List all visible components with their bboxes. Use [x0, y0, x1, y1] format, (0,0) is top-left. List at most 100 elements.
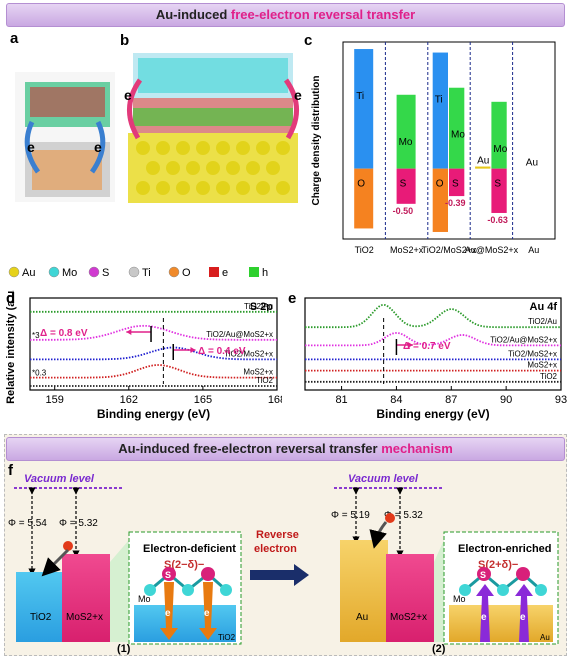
reverse-label-1: Reverse: [256, 529, 299, 541]
legend-swatch-h: [249, 267, 259, 277]
category-label-2: TiO2/MoS2+x: [422, 245, 477, 255]
series-label-2: TiO2/MoS2+x: [508, 349, 557, 358]
category-label-4: Au: [528, 245, 539, 255]
electron-dot-1: [63, 541, 73, 551]
chart-d-xlabel: Binding energy (eV): [97, 407, 210, 421]
bar-label-Mo-1: Mo: [399, 137, 413, 148]
au-block: [340, 540, 388, 642]
bar-S-2: [449, 168, 465, 197]
mo-atom-label-1: Mo: [138, 594, 151, 604]
data-label-1: -0.50: [393, 206, 414, 216]
xtick-label: 84: [390, 394, 402, 406]
arrow-b-right: [283, 78, 299, 140]
legend-label-Au: Au: [22, 267, 35, 279]
mos2-block-2: [386, 554, 434, 642]
zoom-wedge-1: [110, 540, 129, 642]
bar-Au-3: [475, 166, 491, 169]
xtick-label: 165: [194, 394, 212, 406]
xtick-label: 90: [500, 394, 512, 406]
xtick-label: 159: [46, 394, 64, 406]
series-label-3: MoS2+x: [527, 361, 557, 370]
structure-b: e e: [124, 53, 302, 203]
s-charge-2: S(2+δ)−: [478, 559, 518, 571]
s-atom-label-1: S: [165, 570, 171, 580]
e-label-b1: e: [124, 87, 132, 103]
bar-label-Ti-0: Ti: [356, 91, 364, 102]
legend-swatch-S: [88, 266, 100, 278]
mos2-block-label-1: MoS2+x: [66, 612, 103, 623]
legend-swatch-Mo: [48, 266, 60, 278]
category-label-1: MoS2+x: [390, 245, 424, 255]
chart-d-frame: [29, 297, 278, 391]
series-label-4: TiO2: [256, 376, 274, 385]
zoom-wedge-2: [434, 540, 444, 642]
legend-label-O: O: [182, 267, 191, 279]
series-label-2: TiO2/MoS2+x: [224, 349, 273, 358]
vacuum-label-2: Vacuum level: [348, 473, 419, 485]
scheme-number-2: (2): [432, 643, 446, 655]
e-arrow-1b: e: [204, 608, 210, 619]
bar-label-Mo-2: Mo: [451, 130, 465, 141]
banner-prefix: Au-induced: [155, 7, 231, 22]
electron-dot-2: [385, 513, 395, 523]
chart-d-ylabel: Relative intensity (a.u.): [5, 290, 17, 404]
chart-e-title: Au 4f: [530, 301, 558, 313]
box2-title: Electron-enriched: [458, 543, 552, 555]
category-label-3: Au@MoS2+x: [465, 245, 519, 255]
legend-label-Mo: Mo: [62, 267, 77, 279]
bar-label-Mo-3: Mo: [493, 144, 507, 155]
bar-Ti-0: [354, 49, 374, 169]
bar-label-S-3: S: [494, 179, 501, 190]
tio2-block-label: TiO2: [30, 612, 52, 623]
arrow-a-right: [89, 120, 106, 174]
e-arrow-2a: e: [481, 612, 487, 623]
chart-e-frame: [304, 297, 562, 391]
legend-label-Ti: Ti: [142, 267, 151, 279]
tio2-substrate: [134, 605, 236, 642]
legend-swatch-Au: [8, 266, 20, 278]
bar-label-Au-4: Au: [526, 158, 538, 169]
bar-label-O-0: O: [357, 179, 365, 190]
xps-s2p-chart: 159 162 165 168 Binding energy (eV) Relative …: [5, 290, 282, 421]
data-label-3: -0.63: [487, 215, 508, 225]
legend-label-e: e: [222, 267, 228, 279]
s-atom-label-2: S: [480, 570, 486, 580]
bar-O-0: [354, 168, 374, 229]
chart-d-title: S 2p: [250, 301, 274, 313]
delta-label-1: Δ = 0.4 eV: [198, 346, 246, 357]
au-substrate: [449, 605, 553, 642]
e-label-b2: e: [294, 87, 302, 103]
au-substrate-label: Au: [540, 633, 550, 642]
e-arrow-1a: e: [165, 608, 171, 619]
series-label-0: TiO2/Au: [244, 302, 273, 311]
e-label-a2: e: [94, 139, 102, 155]
phi-left-1: Φ = 5.54: [8, 518, 47, 529]
vacuum-label-1: Vacuum level: [24, 473, 95, 485]
series-2: [30, 346, 277, 361]
structure-a: e e: [15, 72, 115, 202]
mechanism-banner: Au-induced free-electron reversal transf…: [6, 437, 565, 461]
data-label-2: -0.39: [445, 198, 466, 208]
down-arrow-1b: [199, 582, 217, 640]
series-label-4: TiO2: [540, 372, 558, 381]
delta-label-0: Δ = 0.7 eV: [403, 341, 451, 352]
bar-O-2: [432, 168, 448, 232]
series-label-0: TiO2/Au: [528, 317, 557, 326]
series-1: [305, 331, 561, 347]
bar-label-S-2: S: [452, 179, 459, 190]
box1-title: Electron-deficient: [143, 543, 236, 555]
panel-label-e: e: [288, 290, 297, 307]
tio2-substrate-label: TiO2: [218, 633, 236, 642]
down-arrow-1a: [160, 582, 178, 640]
xps-au4f-chart: 81 84 87 90 93 Binding energy (eV) Au 4f TiO2/A…: [304, 297, 567, 421]
legend-swatch-Ti: [128, 266, 140, 278]
mechanism-diagram: Vacuum level Φ = 5.54 Φ = 5.32 TiO2 MoS2…: [8, 473, 559, 655]
scale-label-3: *0.3: [32, 369, 47, 378]
mos2-block-1: [62, 554, 110, 642]
phi-left-2: Φ = 5.19: [331, 510, 370, 521]
legend-label-h: h: [262, 267, 268, 279]
mech-banner-prefix: Au-induced free-electron reversal transf…: [118, 441, 382, 456]
legend-swatch-e: [209, 267, 219, 277]
delta-label-0: Δ = 0.8 eV: [40, 328, 88, 339]
